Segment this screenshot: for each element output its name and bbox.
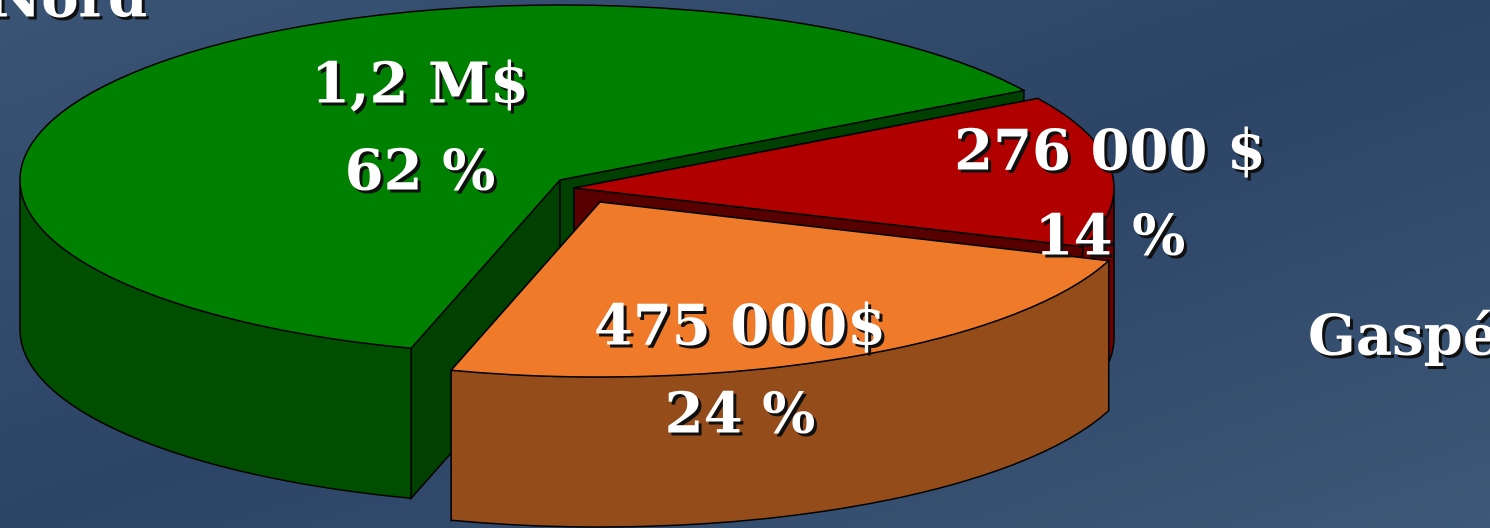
value-label: 62 %: [345, 138, 496, 204]
value-label: 14 %: [1035, 203, 1186, 269]
amount-label: 276 000 $: [954, 118, 1266, 184]
slice: [19, 4, 1027, 350]
category-label: Gaspésie: [1308, 303, 1490, 369]
category-label: Nord: [0, 0, 147, 31]
value-label: 24 %: [665, 381, 816, 447]
slice: [573, 97, 1115, 248]
slice: [449, 201, 1111, 378]
amount-label: 475 000$: [594, 293, 886, 359]
amount-label: 1,2 M$: [311, 51, 529, 117]
